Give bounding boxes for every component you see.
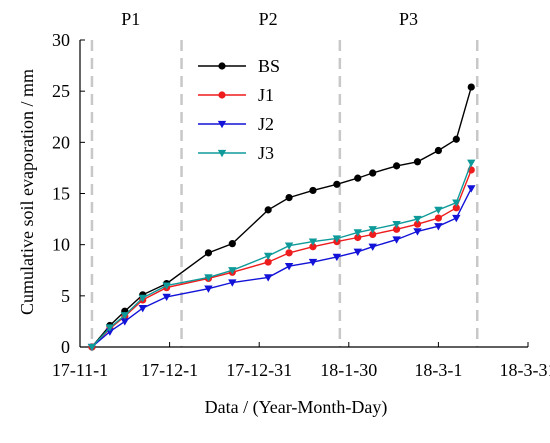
series-line-j3 [92,163,471,347]
data-point-bs [369,170,375,176]
series-line-j1 [92,170,471,347]
y-tick-label: 20 [52,132,70,152]
legend-label: J2 [258,114,274,134]
data-point-bs [355,175,361,181]
legend: BS J1 J2 J3 [198,56,280,163]
data-point-bs [205,250,211,256]
axes: 0 5 10 15 20 25 30 17-11-1 17-12-1 17-12-31 18-1-3… [52,30,550,380]
y-tick-label: 30 [52,30,70,50]
y-axis-label: Cumulative soil evaporation / mm [17,69,37,315]
data-point-j1 [435,215,441,221]
x-tick-label: 18-3-31 [500,360,550,380]
x-tick-label: 17-12-1 [141,360,198,380]
legend-item-j3: J3 [198,143,274,163]
legend-swatch-marker [219,63,225,69]
y-tick-label: 25 [52,81,70,101]
period-label: P3 [399,9,418,29]
x-tick-label: 18-3-1 [414,360,462,380]
data-point-bs [310,187,316,193]
data-point-j3 [467,160,475,167]
y-tick-label: 5 [61,286,70,306]
data-point-bs [435,147,441,153]
period-labels: P1 P2 P3 [121,9,418,29]
y-tick-label: 15 [52,184,70,204]
legend-label: BS [258,56,280,76]
x-axis-label: Data / (Year-Month-Day) [205,397,388,418]
period-label: P1 [121,9,140,29]
data-point-j2 [162,294,170,301]
series-line-j2 [92,188,471,347]
period-label: P2 [259,9,278,29]
legend-label: J3 [258,143,274,163]
legend-label: J1 [258,85,274,105]
series-j3 [88,160,476,352]
x-tick-label: 17-12-31 [226,360,292,380]
data-point-bs [334,181,340,187]
x-tick-label: 17-11-1 [52,360,108,380]
data-point-j3 [285,243,293,250]
data-point-j2 [285,263,293,270]
legend-swatch-marker [219,92,225,98]
data-point-j2 [139,305,147,312]
data-point-bs [229,240,235,246]
data-point-bs [414,159,420,165]
data-point-j3 [434,207,442,214]
data-point-j2 [467,185,475,192]
data-point-bs [453,136,459,142]
legend-item-j2: J2 [198,114,274,134]
series-j1 [89,167,475,350]
data-point-bs [286,194,292,200]
legend-item-bs: BS [198,56,280,76]
series-j2 [88,185,476,351]
period-dividers [92,40,477,347]
data-point-j1 [286,250,292,256]
y-tick-label: 0 [61,337,70,357]
data-point-j2 [452,215,460,222]
series-group [88,84,476,351]
data-point-bs [265,207,271,213]
data-point-bs [468,84,474,90]
x-tick-label: 18-1-30 [320,360,377,380]
y-tick-label: 10 [52,235,70,255]
data-point-bs [393,163,399,169]
legend-item-j1: J1 [198,85,274,105]
